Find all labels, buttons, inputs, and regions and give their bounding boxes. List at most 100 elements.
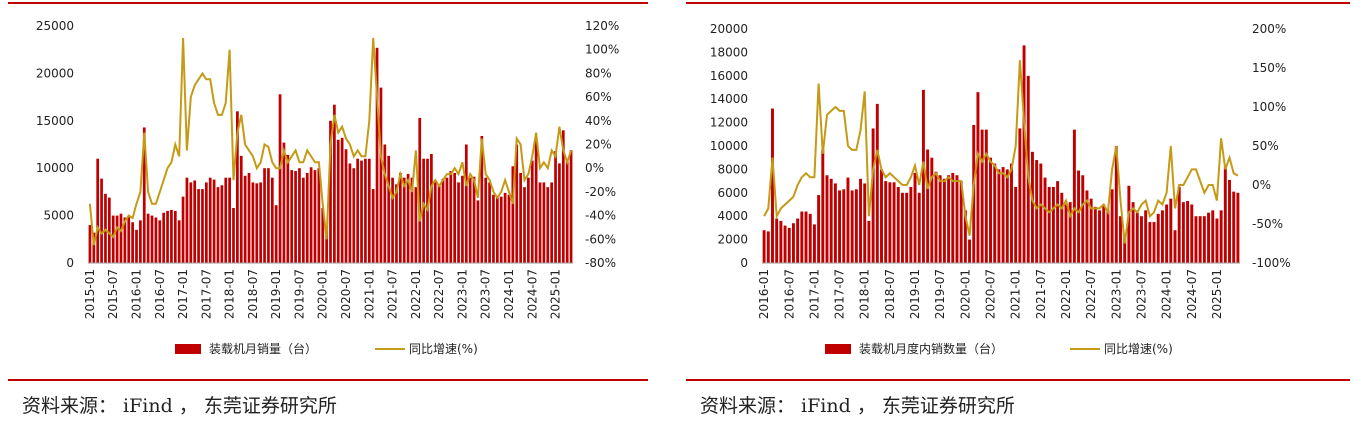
bar [115,215,119,263]
bar [1068,202,1072,263]
bar [418,117,422,264]
bar [959,181,963,263]
bar [1030,151,1034,263]
bar [921,89,925,263]
bar [173,210,177,263]
bar [1131,202,1135,263]
bar [433,180,437,263]
bar [1119,216,1122,263]
legend-swatch [175,344,201,354]
x-tick-label: 2022-01 [1059,269,1073,319]
bar [166,210,169,263]
bar [1236,192,1240,263]
bar [875,103,879,263]
y-tick-label: 25000 [36,19,74,33]
bar [410,177,414,263]
bar [309,167,313,263]
x-tick-label: 2025-01 [1210,269,1224,319]
source: 资料来源： iFind ， 东莞证券研究所 [22,395,337,417]
bar [1047,186,1051,263]
bar [391,177,394,263]
bar [888,182,892,263]
bar [259,182,263,263]
bar [800,211,804,263]
y-tick-label: 10000 [36,161,74,175]
bar [804,211,808,263]
bar [812,224,816,263]
bar [387,155,391,263]
bar [867,220,871,263]
bar [480,135,484,263]
bar [220,185,224,263]
bar [951,172,955,263]
bar [766,231,770,263]
x-tick-label: 2024-01 [1160,269,1174,319]
bar [546,187,550,263]
bar [871,128,875,263]
bar [1219,210,1223,263]
y-tick-label: 8000 [717,162,748,176]
bar [464,144,468,263]
bar [170,209,173,263]
bar [515,144,519,263]
y-tick-label: 6000 [717,186,748,200]
bar [817,195,821,263]
bar [796,218,800,263]
bar [158,220,162,263]
bar [212,179,216,263]
bar [356,158,360,263]
bar [1051,186,1055,263]
bar [286,154,290,263]
bar [1194,216,1198,263]
bar [251,182,255,263]
bar [838,190,842,263]
bar [383,144,387,263]
y2-tick-label: -80% [585,256,616,270]
bar [519,172,522,263]
bar [449,171,453,263]
bar [453,172,457,263]
x-tick-label: 2015-07 [106,269,120,319]
bar [892,182,896,263]
bar [503,192,507,263]
bar [364,158,367,263]
bar [938,175,942,263]
bar [177,220,181,263]
bar [100,178,103,263]
legend-swatch [825,344,851,354]
x-tick-label: 2021-01 [1009,269,1023,319]
source: 资料来源： iFind ， 东莞证券研究所 [700,395,1015,417]
bar [1165,204,1169,263]
bar [1081,175,1085,263]
bar [1152,222,1156,263]
bar [274,205,278,263]
bar [913,172,917,263]
bar [1005,169,1009,263]
x-tick-label: 2017-07 [199,269,213,319]
bar [1077,170,1081,263]
bar [534,139,538,263]
bar [131,222,134,263]
bar [395,184,398,263]
bar [808,213,812,263]
y2-tick-label: 100% [585,43,619,57]
bar [255,183,259,263]
bar [1035,160,1039,263]
x-tick-label: 2016-01 [757,269,771,319]
bar [1089,198,1093,263]
bar [900,192,904,263]
bar [228,177,231,263]
bar [1127,185,1131,263]
bar [348,163,352,263]
bar [854,189,858,263]
bar [1072,129,1076,263]
bar [375,47,379,263]
x-tick-label: 2018-07 [246,269,260,319]
bar [135,229,138,263]
x-tick-label: 2017-01 [176,269,190,319]
bar [511,166,515,263]
x-tick-label: 2021-01 [362,269,376,319]
bar [1010,163,1013,263]
bar [538,182,542,263]
